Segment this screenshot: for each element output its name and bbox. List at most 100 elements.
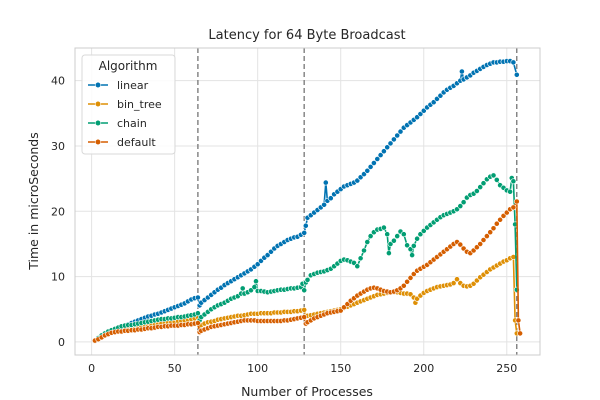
legend-swatch-marker (94, 81, 102, 89)
data-point (301, 229, 308, 236)
x-tick-label: 50 (168, 362, 182, 375)
legend-label: chain (117, 117, 147, 130)
x-tick-label: 250 (496, 362, 517, 375)
data-point (364, 167, 371, 174)
legend-label: linear (117, 79, 149, 92)
data-point (394, 233, 401, 239)
x-axis-label: Number of Processes (241, 384, 373, 399)
data-point (460, 199, 467, 206)
data-point (377, 152, 384, 158)
data-point (517, 330, 523, 337)
data-point (480, 180, 487, 187)
data-point (477, 184, 484, 190)
data-point (490, 225, 497, 232)
data-point (458, 68, 465, 75)
data-point (400, 282, 407, 289)
data-point (239, 285, 246, 292)
legend-swatch-marker (94, 138, 102, 146)
data-point (497, 216, 503, 223)
data-point (327, 195, 334, 202)
data-point (404, 242, 410, 249)
data-point (410, 242, 417, 249)
y-tick-label: 20 (51, 205, 65, 218)
data-point (390, 136, 397, 143)
data-point (301, 306, 308, 313)
chart-title: Latency for 64 Byte Broadcast (208, 28, 405, 43)
data-point (304, 276, 311, 283)
data-point (417, 231, 424, 238)
legend-item-default: default (88, 136, 156, 149)
data-point (367, 233, 374, 239)
x-tick-label: 200 (413, 362, 434, 375)
data-point (457, 241, 464, 248)
data-point (385, 250, 392, 256)
tick-labels: 0 50 100 150 200 250 0 10 20 30 40 (51, 75, 517, 375)
data-point (264, 252, 271, 258)
y-tick-label: 10 (51, 271, 65, 284)
data-point (407, 274, 414, 281)
legend-box (81, 54, 176, 155)
data-point (515, 317, 522, 324)
plot-frame (74, 47, 541, 356)
data-point (251, 284, 258, 290)
legend-label: default (117, 136, 156, 149)
data-point (194, 294, 201, 301)
data-point (510, 59, 517, 66)
data-point (510, 178, 517, 185)
data-point (354, 263, 361, 270)
data-point (454, 276, 460, 283)
data-point (367, 163, 374, 170)
legend-title: Algorithm (99, 59, 158, 73)
data-point (513, 71, 520, 78)
data-point (493, 220, 500, 227)
y-tick-label: 0 (58, 336, 65, 349)
x-tick-label: 100 (247, 362, 268, 375)
data-point (253, 278, 259, 285)
data-point (194, 310, 201, 317)
series-default (92, 198, 523, 344)
x-tick-label: 150 (330, 362, 351, 375)
data-point (414, 235, 420, 242)
data-point (361, 247, 367, 254)
legend-item-bin_tree: bin_tree (88, 98, 162, 111)
data-point (364, 239, 371, 245)
data-point (510, 204, 517, 211)
legend-swatch-marker (94, 100, 102, 108)
data-point (513, 198, 520, 205)
data-point (302, 222, 309, 229)
data-point (194, 320, 201, 326)
data-point (387, 140, 394, 147)
legend-item-linear: linear (88, 79, 149, 92)
data-point (301, 314, 308, 320)
series-layer (92, 58, 523, 344)
legend-item-chain: chain (88, 117, 147, 130)
data-point (490, 172, 497, 179)
data-point (507, 188, 513, 195)
legend-label: bin_tree (117, 98, 162, 111)
data-point (493, 176, 500, 183)
data-point (450, 280, 457, 286)
data-point (457, 203, 464, 209)
data-point (404, 278, 410, 285)
y-tick-label: 40 (51, 75, 65, 88)
y-axis-label: Time in microSeconds (26, 132, 41, 270)
data-point (483, 233, 490, 239)
data-point (409, 252, 415, 258)
x-tick-label: 0 (88, 362, 95, 375)
data-point (387, 241, 394, 247)
data-point (384, 231, 391, 238)
y-tick-label: 30 (51, 140, 65, 153)
data-point (380, 148, 387, 155)
data-point (321, 201, 327, 208)
data-point (301, 287, 308, 294)
data-point (384, 144, 391, 151)
series-linear (92, 58, 520, 344)
data-point (477, 241, 484, 247)
data-point (322, 179, 329, 186)
data-point (357, 255, 364, 262)
data-point (400, 231, 407, 238)
data-point (480, 237, 487, 243)
data-point (380, 224, 387, 231)
